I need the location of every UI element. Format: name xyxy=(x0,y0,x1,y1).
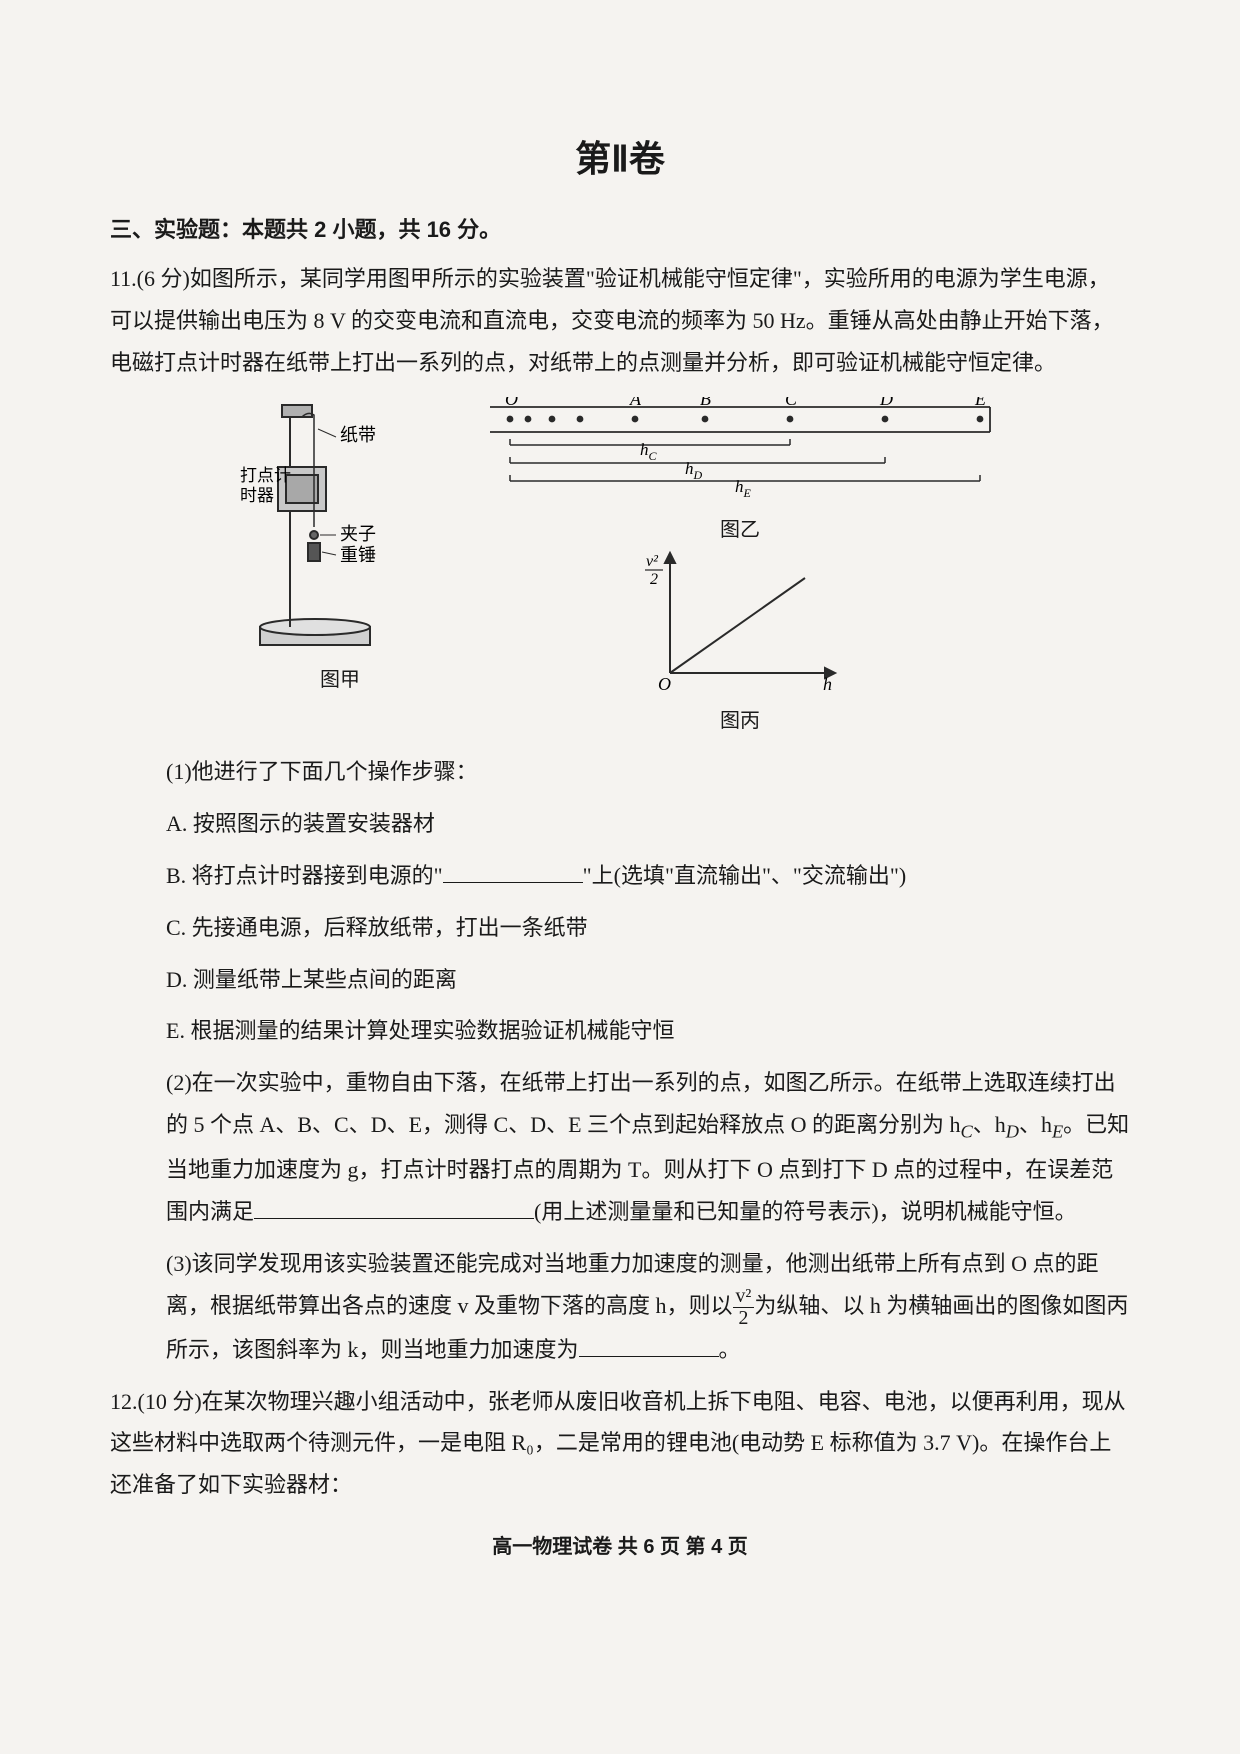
tape-B: B xyxy=(700,397,711,409)
q11-p1-B-post: "上(选填"直流输出"、"交流输出") xyxy=(583,863,907,888)
clip-label: 夹子 xyxy=(340,524,376,544)
q11-p1-intro: (1)他进行了下面几个操作步骤： xyxy=(110,751,1130,793)
weight-label: 重锤 xyxy=(340,545,376,565)
graph-y-bot: 2 xyxy=(650,571,658,588)
apparatus-diagram-icon: 纸带 打点计 时器 夹子 重锤 xyxy=(240,397,440,657)
q11-p1-C: C. 先接通电源，后释放纸带，打出一条纸带 xyxy=(110,907,1130,949)
volume-title: 第Ⅱ卷 xyxy=(110,130,1130,182)
figure-jia: 纸带 打点计 时器 夹子 重锤 图甲 xyxy=(240,397,440,692)
hc-sub: C xyxy=(649,449,658,463)
blank-b xyxy=(443,859,583,883)
hd-sub: D xyxy=(693,468,703,482)
q11-p1-D: D. 测量纸带上某些点间的距离 xyxy=(110,959,1130,1001)
q12-body: 在某次物理兴趣小组活动中，张老师从废旧收音机上拆下电阻、电容、电池，以便再利用，… xyxy=(110,1389,1126,1498)
graph-O: O xyxy=(658,674,671,694)
q12-number: 12.(10 分) xyxy=(110,1389,202,1414)
frac-bot: 2 xyxy=(733,1308,755,1329)
q11-p2-m2: 、h xyxy=(1019,1112,1052,1137)
hc-h: h xyxy=(640,440,649,459)
tape-A: A xyxy=(629,397,642,409)
he-h: h xyxy=(735,477,744,496)
tape-C: C xyxy=(785,397,798,409)
q11-p2: (2)在一次实验中，重物自由下落，在纸带上打出一系列的点，如图乙所示。在纸带上选… xyxy=(110,1062,1130,1233)
tape-label: 纸带 xyxy=(340,425,376,445)
q11-p1-B: B. 将打点计时器接到电源的" "上(选填"直流输出"、"交流输出") xyxy=(110,855,1130,897)
q11-p2-sub-c: C xyxy=(960,1121,972,1141)
graph-y-top: v² xyxy=(646,553,659,570)
he-sub: E xyxy=(743,486,752,500)
fig-bing-caption: 图丙 xyxy=(720,704,760,733)
graph-x: h xyxy=(823,674,832,694)
figure-row: 纸带 打点计 时器 夹子 重锤 图甲 xyxy=(110,397,1130,733)
fig-yi-caption: 图乙 xyxy=(720,513,760,542)
tape-O: O xyxy=(505,397,518,409)
blank-p3 xyxy=(579,1333,719,1357)
q11-p2-sub-d: D xyxy=(1006,1121,1019,1141)
section-header: 三、实验题：本题共 2 小题，共 16 分。 xyxy=(110,212,1130,244)
fraction-icon: v²2 xyxy=(733,1286,755,1329)
q11-p3-post: 。 xyxy=(719,1337,741,1362)
q11-p2-post: (用上述测量量和已知量的符号表示)，说明机械能守恒。 xyxy=(534,1199,1077,1224)
frac-top: v² xyxy=(733,1286,755,1308)
fig-jia-caption: 图甲 xyxy=(320,663,360,692)
question-12: 12.(10 分)在某次物理兴趣小组活动中，张老师从废旧收音机上拆下电阻、电容、… xyxy=(110,1381,1130,1506)
q11-p1-E: E. 根据测量的结果计算处理实验数据验证机械能守恒 xyxy=(110,1010,1130,1052)
tape-E: E xyxy=(974,397,986,409)
question-11: 11.(6 分)如图所示，某同学用图甲所示的实验装置"验证机械能守恒定律"，实验… xyxy=(110,258,1130,383)
page-footer: 高一物理试卷 共 6 页 第 4 页 xyxy=(110,1530,1130,1559)
q11-p1-A: A. 按照图示的装置安装器材 xyxy=(110,803,1130,845)
blank-p2 xyxy=(254,1195,534,1219)
timer-label-2: 时器 xyxy=(240,486,274,505)
svg-text:hC: hC xyxy=(640,440,658,463)
figure-yi-bing-col: O A B C D E hC hD hE 图乙 xyxy=(480,397,1000,733)
q11-p1-B-pre: B. 将打点计时器接到电源的" xyxy=(166,863,443,888)
graph-diagram-icon: v² 2 h O xyxy=(630,548,850,698)
q11-p2-m1: 、h xyxy=(973,1112,1006,1137)
timer-label-1: 打点计 xyxy=(240,466,291,485)
tape-diagram-icon: O A B C D E hC hD hE xyxy=(480,397,1000,507)
q11-intro: 如图所示，某同学用图甲所示的实验装置"验证机械能守恒定律"，实验所用的电源为学生… xyxy=(110,266,1114,375)
q11-p3: (3)该同学发现用该实验装置还能完成对当地重力加速度的测量，他测出纸带上所有点到… xyxy=(110,1243,1130,1371)
tape-D: D xyxy=(879,397,893,409)
q11-number: 11.(6 分) xyxy=(110,266,190,291)
q11-p2-sub-e: E xyxy=(1052,1121,1063,1141)
hd-h: h xyxy=(685,459,694,478)
